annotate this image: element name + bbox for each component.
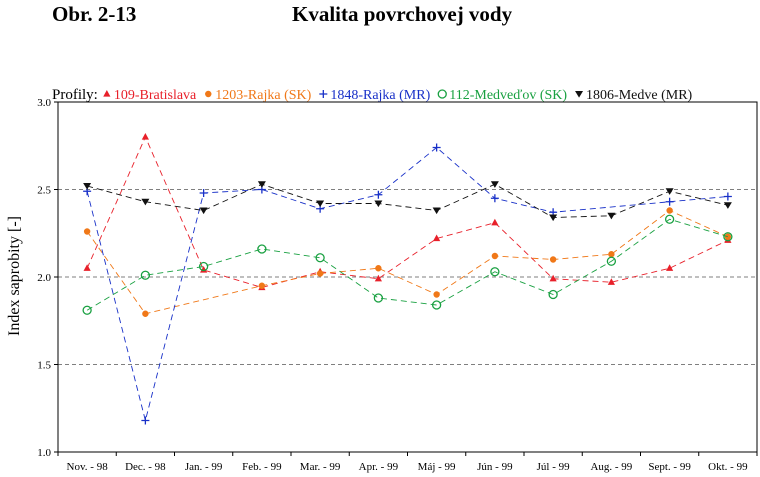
data-point — [433, 291, 440, 298]
data-point — [723, 232, 733, 242]
data-point — [723, 192, 732, 201]
data-point — [490, 181, 499, 188]
x-tick-label: Dec. - 98 — [125, 461, 166, 473]
data-point — [141, 416, 150, 425]
data-point — [316, 270, 324, 277]
data-point — [606, 256, 617, 266]
legend-marker — [575, 91, 584, 98]
data-point — [433, 234, 441, 242]
data-point — [83, 183, 92, 190]
data-point — [608, 251, 615, 258]
series-5 — [83, 181, 732, 222]
series-1 — [83, 133, 732, 291]
x-tick-label: Jan. - 99 — [185, 461, 223, 473]
chart-legend: Profily: 109-Bratislava 1203-Rajka (SK) 18… — [52, 87, 693, 103]
figure-title: Kvalita povrchovej vody — [292, 2, 513, 26]
data-point — [549, 214, 558, 222]
legend-marker — [103, 90, 111, 97]
legend-prefix: Profily: — [52, 87, 98, 103]
reference-lines — [58, 189, 757, 365]
x-tick-label: Okt. - 99 — [708, 461, 748, 473]
data-point — [374, 274, 382, 282]
series-3 — [83, 143, 732, 425]
data-point — [83, 264, 91, 271]
data-point — [666, 264, 674, 271]
legend-marker — [437, 89, 447, 99]
data-point — [199, 189, 208, 197]
y-axis-label: Index saprobity [-] — [6, 216, 23, 336]
series-layer — [82, 133, 733, 425]
legend-label: 1203-Rajka (SK) — [215, 88, 311, 103]
legend-marker — [319, 90, 328, 98]
data-point — [491, 252, 499, 260]
series-line — [87, 183, 728, 218]
data-point — [665, 197, 674, 206]
data-point — [142, 310, 149, 317]
legend-label: 112-Medveďov (SK) — [449, 88, 567, 103]
data-point — [665, 188, 674, 195]
legend-marker — [205, 90, 212, 98]
x-tick-label: Feb. - 99 — [242, 461, 282, 473]
data-point — [140, 270, 151, 280]
series-line — [86, 209, 729, 315]
data-point — [200, 266, 208, 273]
y-tick-label: 2.5 — [37, 185, 51, 197]
series-line — [86, 135, 729, 288]
data-point — [374, 190, 383, 199]
x-tick-label: Apr. - 99 — [359, 461, 399, 473]
data-point — [315, 253, 325, 263]
data-point — [607, 212, 616, 220]
data-point — [257, 181, 266, 188]
data-point — [198, 261, 209, 272]
legend-label: 1848-Rajka (MR) — [330, 88, 430, 103]
data-point — [374, 200, 383, 208]
series-2 — [83, 207, 732, 317]
series-line — [86, 218, 729, 311]
data-point — [549, 274, 557, 282]
x-tick-label: Nov. - 98 — [67, 461, 109, 473]
y-tick-label: 1.5 — [37, 360, 51, 372]
data-point — [258, 282, 266, 289]
data-point — [490, 267, 500, 277]
x-tick-label: Jún - 99 — [477, 461, 513, 473]
y-tick-label: 1.0 — [37, 447, 51, 459]
data-point — [257, 244, 267, 254]
data-point — [316, 200, 325, 208]
legend-label: 109-Bratislava — [114, 88, 197, 103]
data-point — [432, 143, 441, 152]
x-axis: Nov. - 98 Dec. - 98 Jan. - 99 Feb. - 99 Mar.… — [57, 452, 758, 473]
legend-label: 1806-Medve (MR) — [586, 88, 692, 103]
x-tick-label: Júl - 99 — [537, 461, 571, 473]
data-point — [83, 228, 91, 235]
data-point — [549, 256, 557, 263]
y-tick-label: 3.0 — [37, 97, 51, 109]
data-point — [432, 207, 441, 215]
y-axis: 1.0 1.5 2.0 2.5 3.0 — [37, 97, 58, 459]
x-tick-label: Sept. - 99 — [648, 461, 691, 473]
x-tick-label: Máj - 99 — [418, 461, 456, 473]
data-point — [141, 133, 149, 140]
data-point — [199, 207, 208, 215]
data-point — [490, 194, 499, 203]
series-4 — [82, 214, 733, 315]
x-tick-label: Mar. - 99 — [300, 461, 341, 473]
data-point — [373, 293, 384, 303]
figure-label: Obr. 2-13 — [52, 2, 137, 26]
data-point — [607, 278, 615, 285]
data-point — [375, 265, 382, 272]
data-point — [431, 300, 442, 310]
data-point — [141, 198, 150, 206]
data-point — [666, 207, 673, 214]
data-point — [82, 305, 92, 315]
y-tick-label: 2.0 — [37, 272, 51, 284]
data-point — [664, 214, 675, 224]
data-point — [723, 202, 732, 209]
data-point — [548, 289, 558, 300]
series-line — [86, 146, 728, 421]
data-point — [491, 218, 499, 226]
plot-area — [57, 101, 758, 453]
x-tick-label: Aug. - 99 — [590, 461, 632, 473]
